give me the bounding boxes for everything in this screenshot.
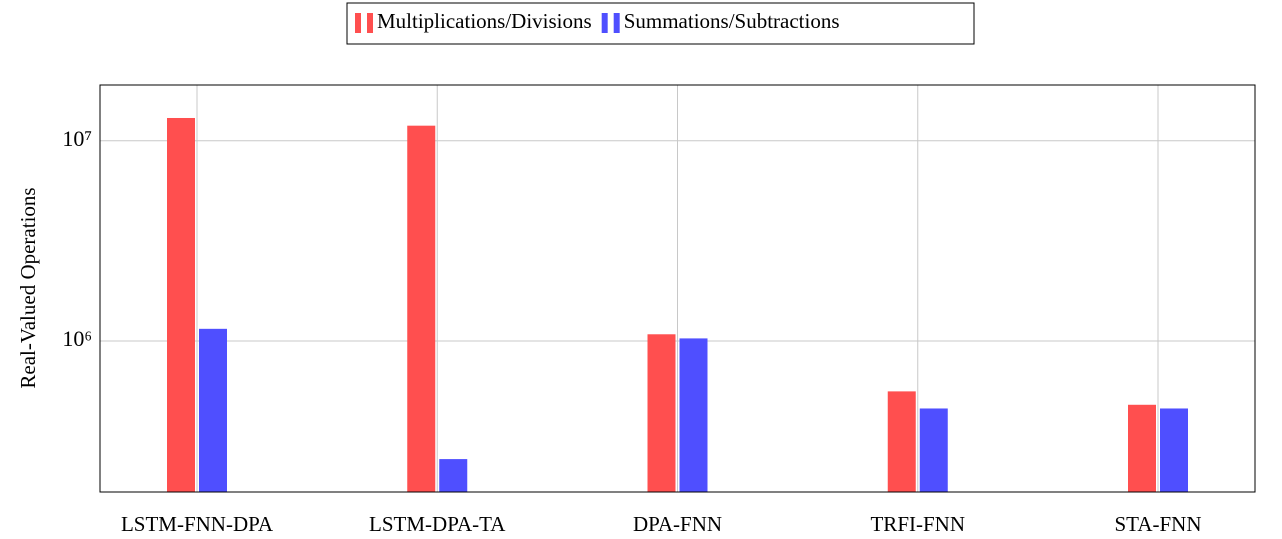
bar bbox=[407, 125, 436, 493]
y-tick-label: 10⁷ bbox=[62, 126, 92, 151]
bar bbox=[887, 391, 916, 492]
bar bbox=[199, 328, 227, 492]
legend-label: Summations/Subtractions bbox=[624, 9, 840, 33]
plot-frame bbox=[99, 84, 1256, 493]
bar bbox=[919, 408, 948, 492]
bar bbox=[647, 334, 676, 492]
legend-label: Multiplications/Divisions bbox=[377, 9, 592, 33]
x-tick-label: DPA-FNN bbox=[633, 512, 722, 536]
x-tick-label: LSTM-FNN-DPA bbox=[121, 512, 274, 536]
bar bbox=[167, 117, 195, 492]
bar bbox=[1160, 408, 1188, 492]
legend-swatch bbox=[613, 13, 620, 33]
y-axis-label: Real-Valued Operations bbox=[16, 187, 40, 388]
bar bbox=[1128, 404, 1156, 492]
x-tick-label: STA-FNN bbox=[1115, 512, 1202, 536]
legend-box bbox=[346, 2, 975, 45]
legend-swatch bbox=[355, 13, 361, 33]
x-tick-label: TRFI-FNN bbox=[870, 512, 965, 536]
bar bbox=[439, 459, 468, 492]
y-tick-label: 10⁶ bbox=[62, 326, 92, 351]
legend-swatch bbox=[367, 13, 373, 33]
x-tick-label: LSTM-DPA-TA bbox=[369, 512, 506, 536]
bar bbox=[679, 338, 708, 492]
legend-swatch bbox=[601, 13, 608, 33]
